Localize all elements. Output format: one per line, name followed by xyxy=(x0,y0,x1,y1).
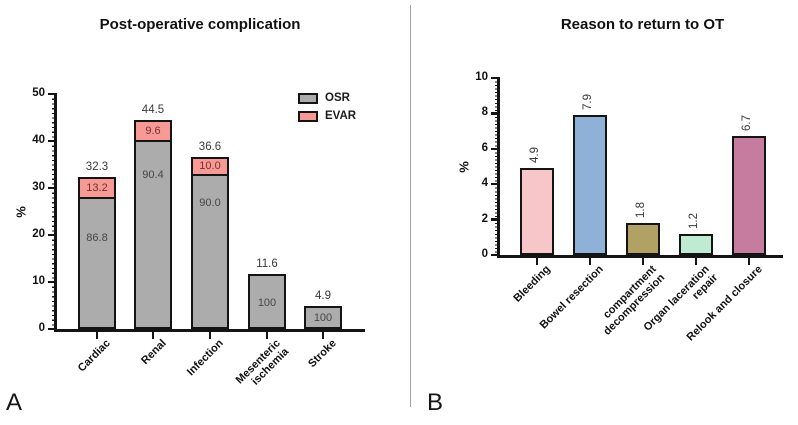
y-tick-label: 40 xyxy=(32,134,45,146)
legend-item: OSR xyxy=(298,92,356,104)
legend-swatch-osr xyxy=(298,92,318,104)
x-tick xyxy=(535,258,539,265)
bar: 100 xyxy=(248,274,286,329)
bar xyxy=(679,233,713,255)
bar-value-label: 1.2 xyxy=(688,212,700,229)
y-tick-label: 30 xyxy=(32,181,45,193)
bar-segment-osr-label: 90.0 xyxy=(199,197,221,210)
y-tick xyxy=(48,139,57,143)
x-tick xyxy=(208,332,212,339)
y-tick-label: 20 xyxy=(32,228,45,240)
y-tick xyxy=(48,233,57,237)
y-axis-label: % xyxy=(13,205,29,218)
bar xyxy=(732,136,766,255)
bar: 9.6 90.4 xyxy=(134,119,172,329)
y-tick xyxy=(48,186,57,190)
bar-segment-evar: 13.2 xyxy=(80,179,114,199)
bar-value-label: 4.9 xyxy=(315,289,331,302)
chart-b-plot: 0 2 4 6 8 10% Bleeding Bowel resection compartme… xyxy=(456,71,783,344)
x-tick xyxy=(265,332,269,339)
bar: 13.2 86.8 xyxy=(78,177,116,329)
bar-value-label: 44.5 xyxy=(141,103,165,116)
panel-b-letter: B xyxy=(427,389,444,416)
bar-segment-evar: 10.0 xyxy=(193,158,227,176)
x-tick xyxy=(588,258,592,265)
x-tick xyxy=(747,258,751,265)
chart-a-plot: 0 10 20 30 40 50% Cardiac Renal Infection Mesente… xyxy=(13,87,365,387)
chart-a-title: Post-operative complication xyxy=(99,16,301,33)
y-tick-label: 8 xyxy=(481,106,488,119)
x-tick xyxy=(694,258,698,265)
y-tick xyxy=(48,327,57,331)
bar-segment-osr-label: 90.4 xyxy=(142,168,164,181)
bar-value-label: 32.3 xyxy=(85,161,109,174)
x-axis-line xyxy=(497,255,783,258)
y-tick-label: 50 xyxy=(32,87,45,99)
bar xyxy=(626,223,660,255)
y-tick xyxy=(491,112,500,115)
x-tick xyxy=(151,332,155,339)
bar-value-label: 11.6 xyxy=(256,258,278,271)
legend-swatch-evar xyxy=(298,110,318,122)
chart-b-title: Reason to return to OT xyxy=(560,16,725,33)
bar-segment-evar-label: 9.6 xyxy=(145,124,161,137)
y-tick-label: 0 xyxy=(38,322,45,334)
legend-item: EVAR xyxy=(298,110,356,122)
y-minor-ticks xyxy=(495,78,499,255)
y-tick-label: 6 xyxy=(481,141,488,154)
bar: 10.0 90.0 xyxy=(191,156,229,329)
y-tick xyxy=(48,92,57,96)
y-tick xyxy=(491,253,500,257)
y-tick xyxy=(491,182,500,186)
y-axis-label: % xyxy=(456,160,472,173)
panel-a-letter: A xyxy=(6,389,23,416)
bar xyxy=(520,168,554,255)
bar-segment-evar: 9.6 xyxy=(136,121,170,142)
y-tick xyxy=(491,147,500,151)
bar-value-label: 4.9 xyxy=(529,147,541,164)
bar-value-label: 36.6 xyxy=(198,140,222,153)
bar-segment-osr-label: 100 xyxy=(313,312,333,325)
y-tick xyxy=(491,76,500,80)
panel-divider xyxy=(410,5,411,407)
y-tick-label: 4 xyxy=(481,177,488,190)
bar-value-label: 1.8 xyxy=(635,202,647,219)
x-tick xyxy=(321,332,325,339)
bar: 100 xyxy=(304,305,342,329)
legend-label: OSR xyxy=(325,92,350,104)
y-tick xyxy=(491,218,500,221)
x-tick xyxy=(641,258,645,265)
bar-value-label: 7.9 xyxy=(582,94,594,111)
y-minor-ticks xyxy=(52,94,56,329)
bar xyxy=(573,115,607,255)
bar-segment-evar-label: 13.2 xyxy=(86,181,108,194)
y-tick-label: 0 xyxy=(481,248,488,260)
bar-value-label: 6.7 xyxy=(741,115,753,132)
y-tick-label: 10 xyxy=(475,71,488,83)
x-tick xyxy=(95,332,99,339)
legend: OSR EVAR xyxy=(298,92,356,122)
bar-segment-osr-label: 86.8 xyxy=(86,231,108,244)
bar-segment-evar-label: 10.0 xyxy=(199,160,221,173)
x-axis-line xyxy=(54,329,365,332)
y-tick-label: 2 xyxy=(481,212,488,225)
bar-segment-osr-label: 100 xyxy=(257,296,277,309)
y-tick-label: 10 xyxy=(32,275,45,287)
legend-label: EVAR xyxy=(325,110,357,122)
y-tick xyxy=(48,280,57,284)
